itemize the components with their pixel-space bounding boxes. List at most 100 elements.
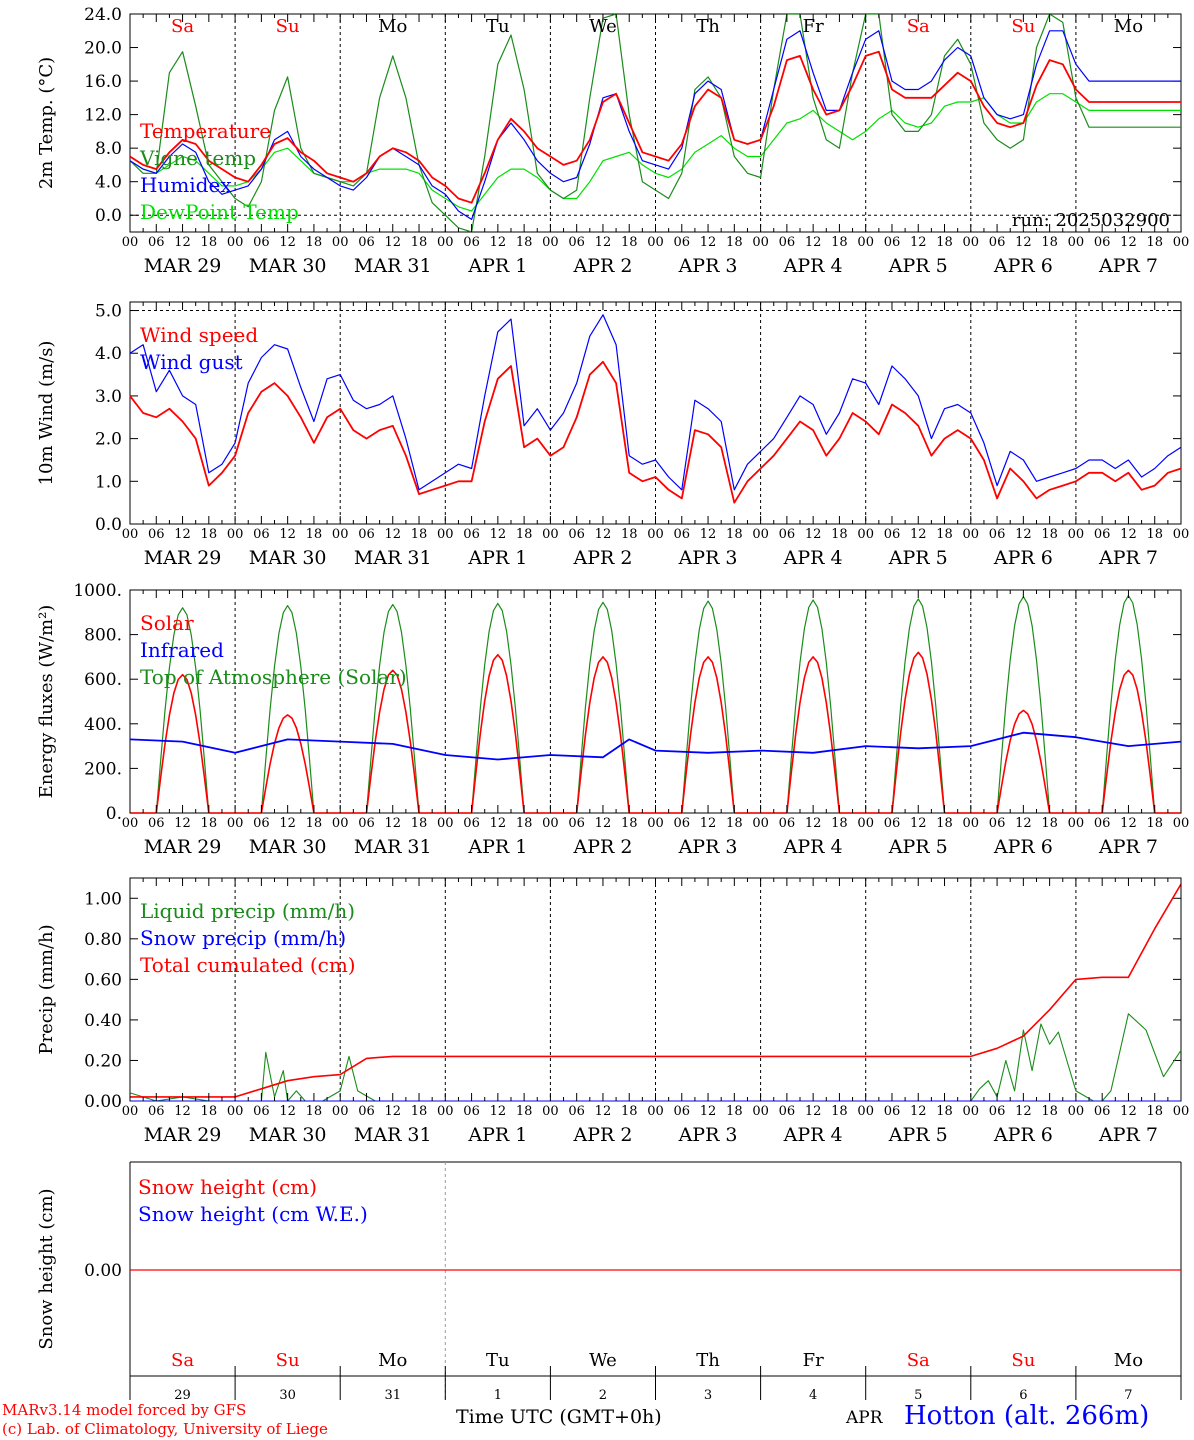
- x-tick-label: 06: [568, 1104, 585, 1119]
- date-label: MAR 31: [354, 1124, 432, 1146]
- weekday-label: Mo: [1114, 16, 1143, 37]
- weekday-label: Su: [1011, 1350, 1035, 1371]
- x-tick-label: 00: [542, 816, 559, 831]
- x-tick-label: 12: [490, 235, 507, 250]
- x-tick-label: 12: [1120, 235, 1137, 250]
- y-tick-label: 4.0: [95, 173, 122, 193]
- date-label: APR 1: [467, 836, 527, 858]
- x-tick-label: 18: [1146, 235, 1163, 250]
- x-tick-label: 18: [306, 235, 323, 250]
- month-label: APR: [846, 1408, 883, 1428]
- x-tick-label: 00: [647, 1104, 664, 1119]
- date-label: APR 6: [993, 547, 1053, 569]
- day-number-label: 5: [914, 1388, 922, 1403]
- date-label: MAR 31: [354, 836, 432, 858]
- x-tick-label: 00: [437, 527, 454, 542]
- panel-1: 0.0 4.0 8.0 12.0 16.0 20.0 24.0 2m Temp. (°C) Te…: [36, 5, 1189, 277]
- x-tick-label: 00: [963, 816, 980, 831]
- legend-top-of-atmosphere-solar: Top of Atmosphere (Solar): [140, 665, 407, 689]
- weekday-label: We: [589, 1350, 617, 1371]
- x-tick-label: 00: [227, 235, 244, 250]
- x-tick-label: 00: [857, 816, 874, 831]
- x-tick-label: 00: [857, 527, 874, 542]
- date-label: APR 7: [1098, 836, 1158, 858]
- x-tick-label: 12: [490, 816, 507, 831]
- weekday-label: Fr: [803, 16, 824, 37]
- run-annotation: run: 2025032900: [1012, 210, 1170, 231]
- y-axis-title: 10m Wind (m/s): [36, 341, 57, 486]
- y-tick-label: 24.0: [84, 5, 122, 25]
- x-tick-label: 00: [1173, 527, 1190, 542]
- x-tick-label: 18: [306, 527, 323, 542]
- date-label: MAR 31: [354, 255, 432, 277]
- x-tick-label: 00: [332, 1104, 349, 1119]
- series-temperature: [130, 50, 1181, 204]
- date-label: APR 5: [888, 836, 948, 858]
- x-tick-label: 00: [437, 235, 454, 250]
- x-tick-label: 18: [201, 1104, 218, 1119]
- model-credit-line1: MARv3.14 model forced by GFS: [2, 1401, 247, 1419]
- x-tick-label: 12: [805, 235, 822, 250]
- x-tick-label: 12: [595, 816, 612, 831]
- x-tick-label: 00: [227, 1104, 244, 1119]
- series-total-cumulated-cm: [130, 883, 1182, 1098]
- date-label: APR 5: [888, 547, 948, 569]
- legend-snow-height-cm: Snow height (cm): [138, 1175, 317, 1199]
- x-tick-label: 18: [936, 527, 953, 542]
- weekday-label: Mo: [1114, 1350, 1143, 1371]
- x-tick-label: 18: [1146, 527, 1163, 542]
- x-tick-label: 12: [279, 235, 296, 250]
- x-tick-label: 18: [516, 235, 533, 250]
- y-tick-label: 16.0: [84, 72, 122, 92]
- date-label: MAR 29: [144, 1124, 222, 1146]
- x-tick-label: 06: [989, 527, 1006, 542]
- x-tick-label: 18: [621, 1104, 638, 1119]
- x-tick-label: 12: [910, 235, 927, 250]
- x-tick-label: 12: [1120, 1104, 1137, 1119]
- x-tick-label: 18: [411, 527, 428, 542]
- x-tick-label: 06: [884, 527, 901, 542]
- y-tick-label: 0.: [106, 804, 122, 824]
- date-label: MAR 29: [144, 547, 222, 569]
- date-label: APR 7: [1098, 255, 1158, 277]
- x-tick-label: 18: [201, 235, 218, 250]
- series-wind-speed: [129, 360, 1182, 504]
- x-tick-label: 18: [936, 235, 953, 250]
- x-tick-label: 00: [332, 527, 349, 542]
- date-label: APR 6: [993, 1124, 1053, 1146]
- x-tick-label: 18: [411, 235, 428, 250]
- x-tick-label: 00: [1068, 1104, 1085, 1119]
- x-tick-label: 00: [332, 816, 349, 831]
- x-tick-label: 06: [358, 1104, 375, 1119]
- y-tick-label: 800.: [84, 626, 122, 646]
- x-tick-label: 12: [595, 1104, 612, 1119]
- y-axis-title: Snow height (cm): [36, 1188, 57, 1349]
- legend-liquid-precip-mm-h: Liquid precip (mm/h): [140, 899, 355, 923]
- x-tick-label: 06: [253, 816, 270, 831]
- x-tick-label: 12: [1015, 527, 1032, 542]
- x-tick-label: 18: [621, 816, 638, 831]
- weekday-label: We: [589, 16, 617, 37]
- legend-solar: Solar: [140, 611, 194, 635]
- x-tick-label: 18: [831, 816, 848, 831]
- date-label: APR 2: [572, 1124, 632, 1146]
- x-tick-label: 12: [910, 816, 927, 831]
- x-tick-label: 12: [384, 816, 401, 831]
- x-tick-label: 18: [726, 235, 743, 250]
- weekday-label: Sa: [907, 1350, 930, 1371]
- day-number-label: 4: [809, 1388, 817, 1403]
- legend-dewpoint-temp: DewPoint Temp: [140, 200, 299, 224]
- x-tick-label: 00: [437, 1104, 454, 1119]
- series-vigne-temp: [130, 14, 1181, 232]
- y-tick-label: 0.80: [84, 930, 122, 950]
- weekday-label: Mo: [378, 16, 407, 37]
- x-tick-label: 06: [463, 235, 480, 250]
- x-tick-label: 12: [700, 1104, 717, 1119]
- date-label: APR 6: [993, 836, 1053, 858]
- weekday-label: Sa: [907, 16, 930, 37]
- x-tick-label: 18: [306, 1104, 323, 1119]
- x-tick-label: 18: [411, 816, 428, 831]
- x-tick-label: 12: [805, 1104, 822, 1119]
- x-tick-label: 12: [174, 235, 191, 250]
